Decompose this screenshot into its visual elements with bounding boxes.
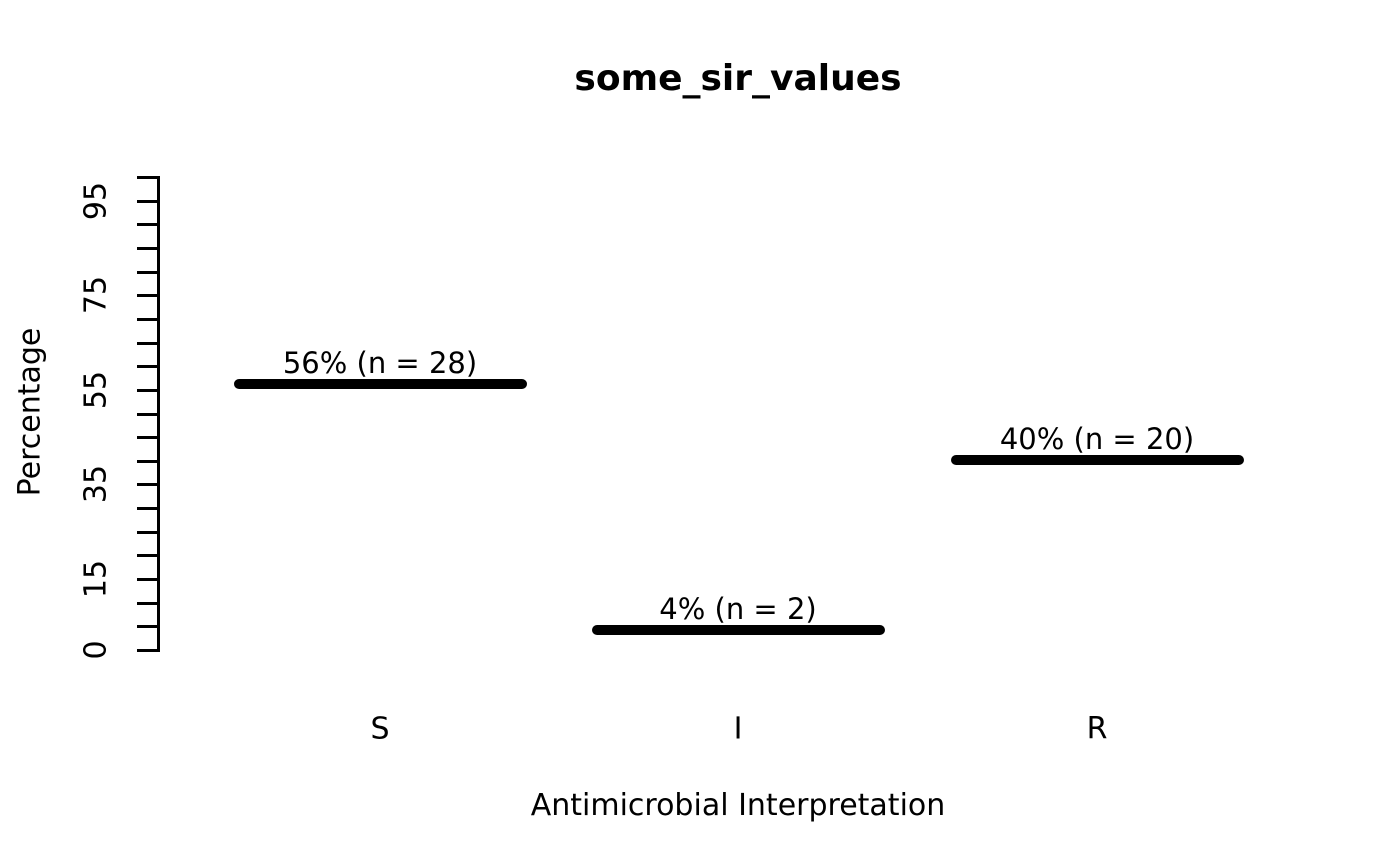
bar-value-label-i: 4% (n = 2) xyxy=(659,592,817,627)
y-axis-tick-label: 15 xyxy=(78,559,114,599)
y-axis-tick xyxy=(137,341,157,345)
y-axis-tick xyxy=(137,412,157,416)
y-axis-tick-label: 35 xyxy=(78,465,114,504)
y-axis-tick xyxy=(137,294,157,298)
y-axis-tick xyxy=(137,530,157,534)
y-axis-tick xyxy=(137,317,157,321)
y-axis-tick-label: 75 xyxy=(78,276,114,315)
y-axis-tick xyxy=(137,578,157,582)
y-axis-tick xyxy=(137,176,157,179)
y-axis-tick xyxy=(137,601,157,605)
bar-value-label-r: 40% (n = 20) xyxy=(999,421,1195,456)
y-axis-tick xyxy=(137,436,157,440)
y-axis-tick xyxy=(137,199,157,203)
y-axis-tick-label: 95 xyxy=(78,181,114,220)
x-category-label-r: R xyxy=(1086,711,1108,747)
bar-value-label-s: 56% (n = 28) xyxy=(282,346,478,381)
y-axis-tick xyxy=(137,507,157,511)
y-axis-tick xyxy=(137,223,157,227)
y-axis-tick xyxy=(137,649,157,652)
bar-s xyxy=(233,379,527,390)
bar-r xyxy=(950,454,1244,465)
y-axis-tick-label: 0 xyxy=(78,640,114,660)
chart-title: some_sir_values xyxy=(574,58,902,99)
y-axis-tick xyxy=(137,483,157,487)
y-axis-tick xyxy=(137,246,157,250)
y-axis-tick-label: 55 xyxy=(78,370,114,409)
y-axis-label: Percentage xyxy=(12,327,48,497)
y-axis-tick xyxy=(137,554,157,558)
x-axis-label: Antimicrobial Interpretation xyxy=(530,788,946,823)
bar-i xyxy=(591,625,885,636)
y-axis-line xyxy=(157,176,160,652)
y-axis-tick xyxy=(137,270,157,274)
x-category-label-s: S xyxy=(370,711,390,747)
y-axis-tick xyxy=(137,388,157,392)
y-axis-tick xyxy=(137,365,157,369)
x-category-label-i: I xyxy=(733,711,743,747)
y-axis-tick xyxy=(137,459,157,463)
y-axis-tick xyxy=(137,625,157,629)
